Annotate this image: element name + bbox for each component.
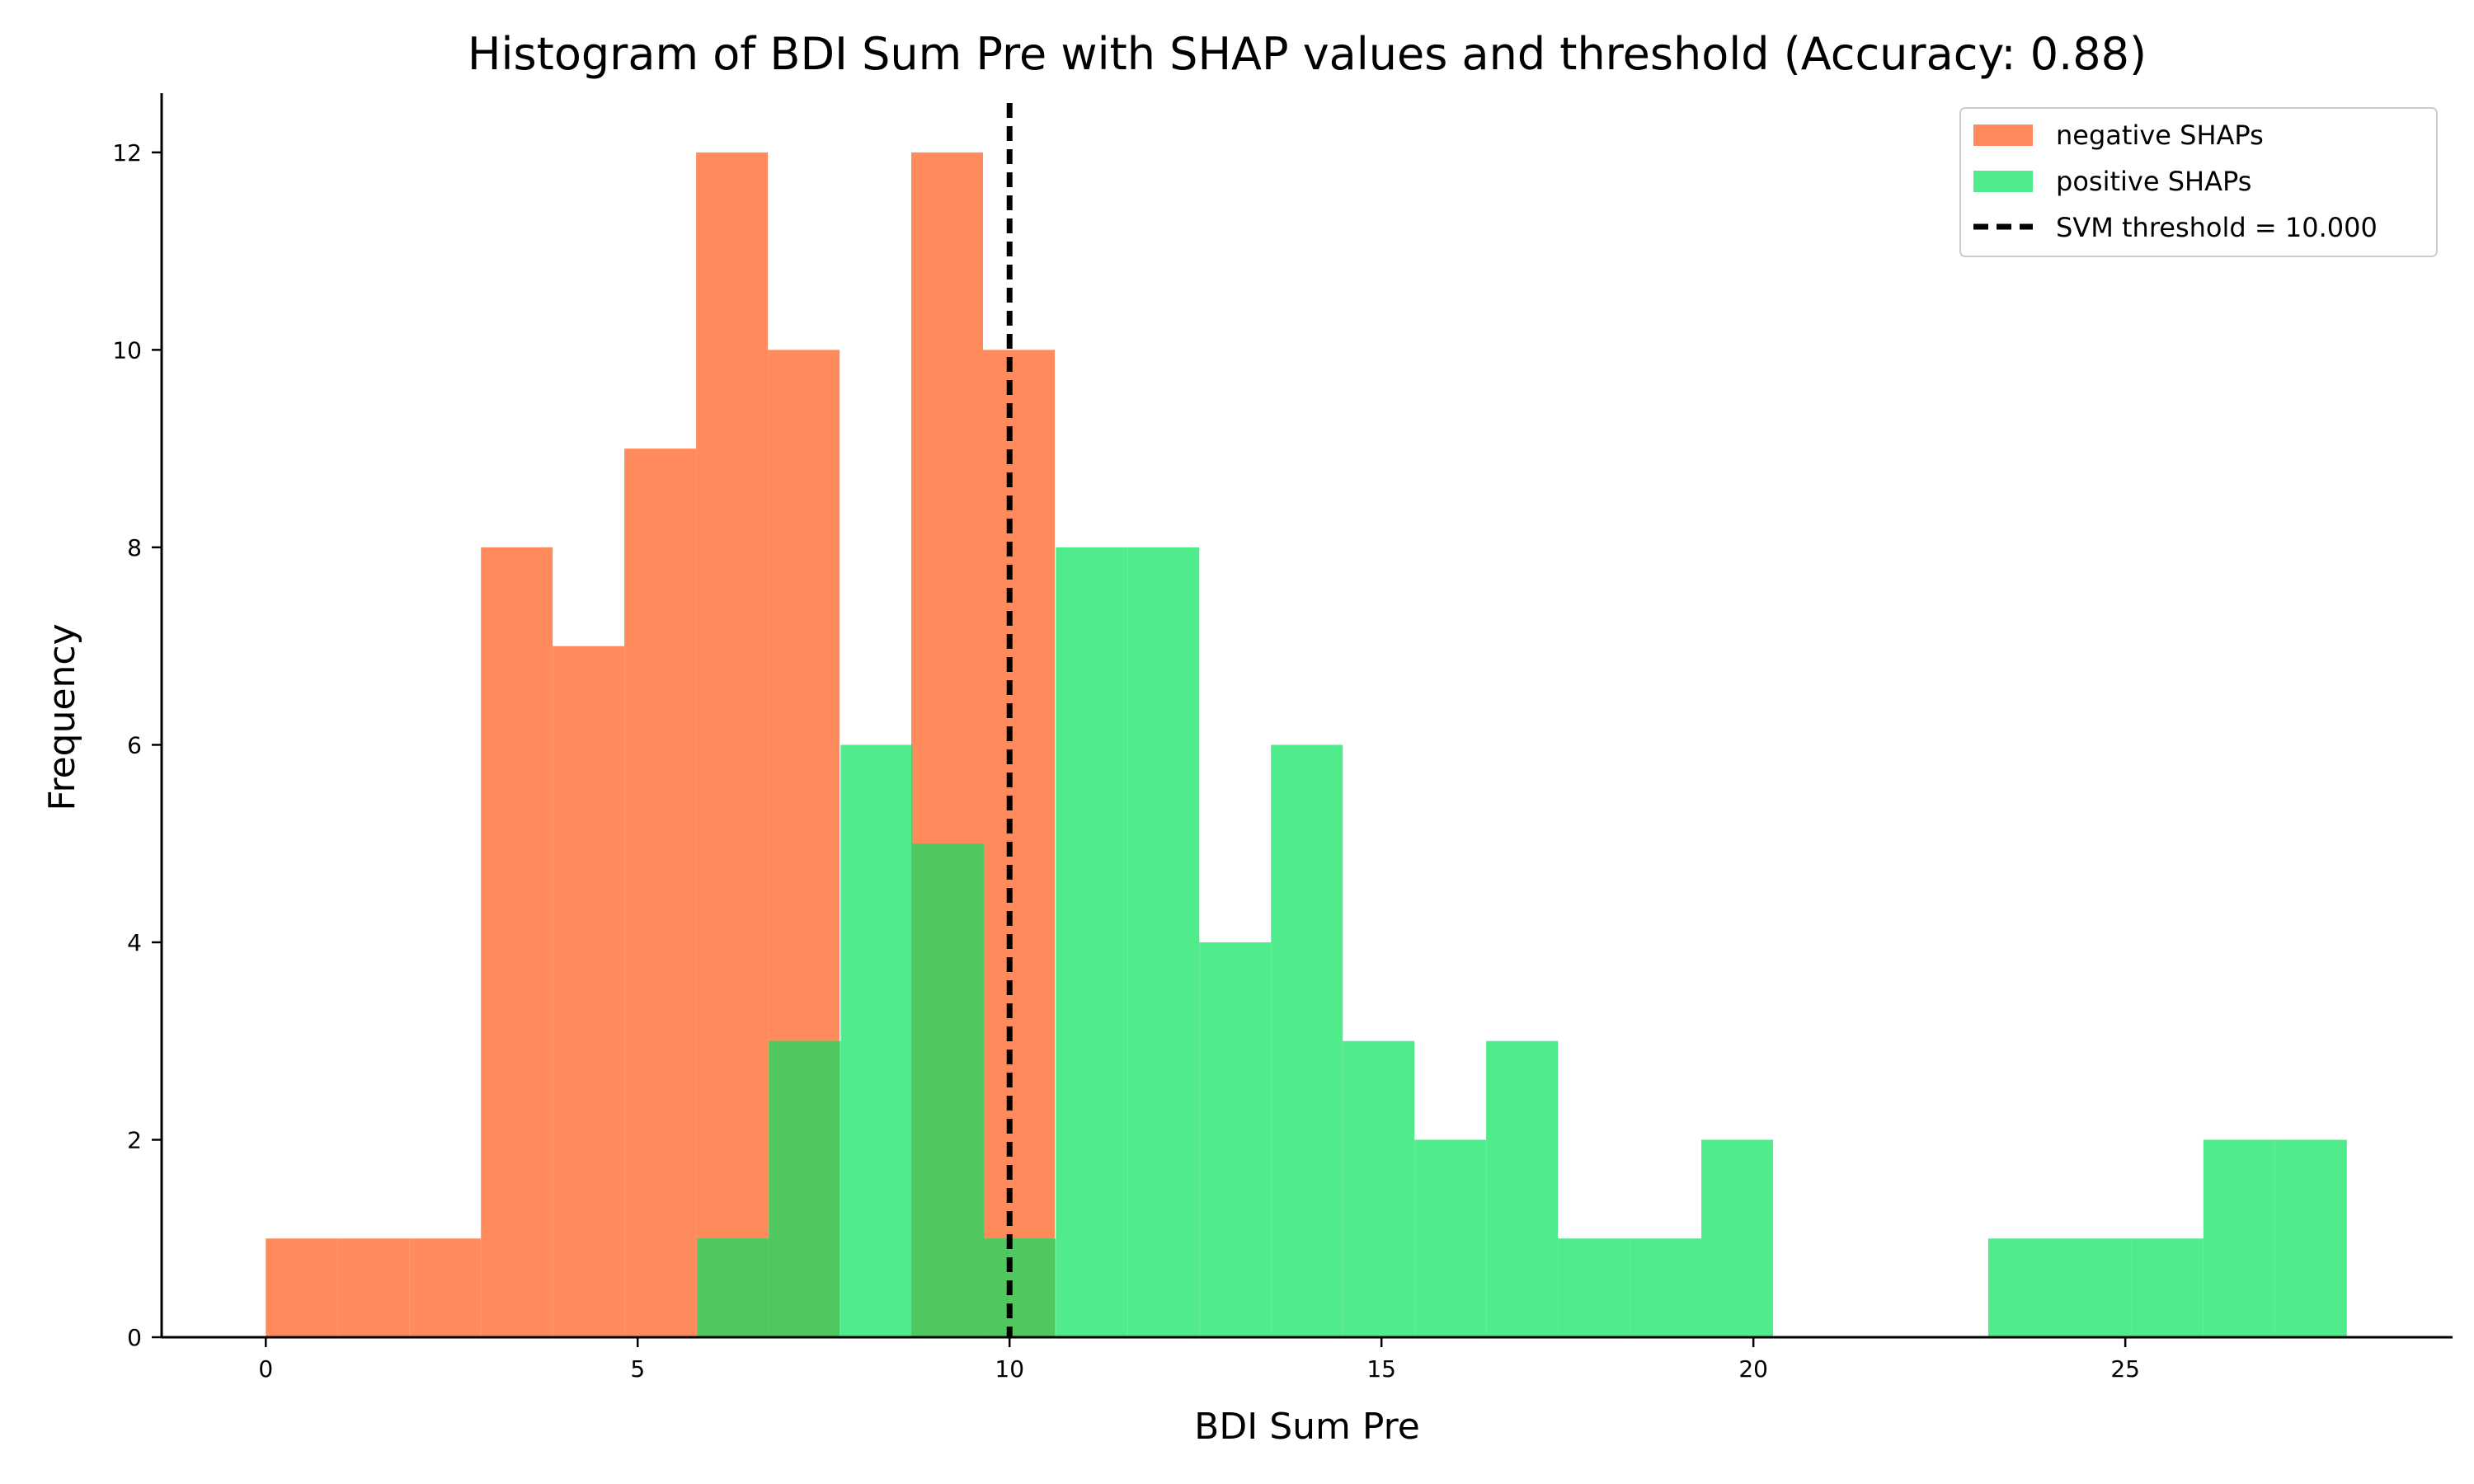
x-axis-label: BDI Sum Pre <box>1194 1406 1420 1448</box>
overlap-bar-3 <box>911 744 913 1337</box>
overlap-bar-6 <box>984 1238 1055 1337</box>
positive-shap-bar-13 <box>1630 1238 1702 1337</box>
x-axis-ticks: 0 5 10 15 20 25 <box>258 1337 2140 1383</box>
x-tick-label-5: 5 <box>630 1355 645 1383</box>
overlap-bars <box>697 744 1055 1337</box>
x-tick-label-15: 15 <box>1366 1355 1396 1383</box>
positive-shap-bar-2 <box>840 744 913 1337</box>
negative-shap-bar-0 <box>266 1238 338 1337</box>
y-axis-ticks: 0 2 4 6 8 10 12 <box>112 139 162 1351</box>
y-axis-label: Frequency <box>41 623 83 810</box>
legend: negative SHAPs positive SHAPs SVM thresh… <box>1959 107 2438 257</box>
overlap-bar-5 <box>983 843 985 1337</box>
positive-shap-bar-21 <box>2203 1139 2275 1337</box>
positive-shap-bar-14 <box>1701 1139 1774 1337</box>
overlap-bar-0 <box>697 1238 769 1337</box>
x-tick-label-20: 20 <box>1738 1355 1768 1383</box>
positive-shap-bar-9 <box>1343 1040 1415 1337</box>
negative-shap-bar-10 <box>983 350 1055 1337</box>
y-tick-label-0: 0 <box>127 1324 142 1351</box>
negative-shap-bar-4 <box>553 646 625 1337</box>
legend-label-positive: positive SHAPs <box>2056 166 2251 197</box>
positive-shap-bar-8 <box>1271 744 1343 1337</box>
y-tick-label-8: 8 <box>127 534 142 561</box>
overlap-bar-1 <box>768 1238 769 1337</box>
legend-label-threshold: SVM threshold = 10.000 <box>2056 212 2378 243</box>
overlap-bar-2 <box>769 1040 840 1337</box>
legend-label-negative: negative SHAPs <box>2056 120 2264 151</box>
positive-shap-bar-10 <box>1414 1139 1487 1337</box>
legend-swatch-negative <box>1973 124 2033 146</box>
y-tick-label-10: 10 <box>112 336 142 364</box>
x-tick-label-10: 10 <box>995 1355 1024 1383</box>
legend-frame <box>1959 107 2438 257</box>
y-tick-label-4: 4 <box>127 929 142 956</box>
legend-swatch-positive <box>1973 171 2033 192</box>
y-tick-label-6: 6 <box>127 731 142 758</box>
chart-title: Histogram of BDI Sum Pre with SHAP value… <box>468 28 2147 80</box>
positive-shap-bar-20 <box>2131 1238 2204 1337</box>
positive-shap-bar-11 <box>1486 1040 1559 1337</box>
positive-shap-bar-7 <box>1199 942 1272 1337</box>
negative-shap-bar-2 <box>409 1238 482 1337</box>
negative-shap-bar-1 <box>337 1238 410 1337</box>
positive-shap-bar-12 <box>1558 1238 1630 1337</box>
positive-shap-bar-5 <box>1056 547 1128 1337</box>
overlap-bar-4 <box>912 843 984 1337</box>
x-tick-label-0: 0 <box>258 1355 273 1383</box>
positive-shap-bar-6 <box>1127 547 1200 1337</box>
y-tick-label-2: 2 <box>127 1126 142 1153</box>
negative-shap-bar-3 <box>481 547 553 1337</box>
negative-shap-bar-6 <box>696 152 769 1337</box>
y-tick-label-12: 12 <box>112 139 142 167</box>
positive-shap-bar-22 <box>2274 1139 2347 1337</box>
negative-shap-bar-5 <box>624 448 697 1338</box>
x-tick-label-25: 25 <box>2110 1355 2140 1383</box>
positive-shap-bar-18 <box>1987 1238 2060 1337</box>
positive-shap-bar-19 <box>2059 1238 2132 1337</box>
